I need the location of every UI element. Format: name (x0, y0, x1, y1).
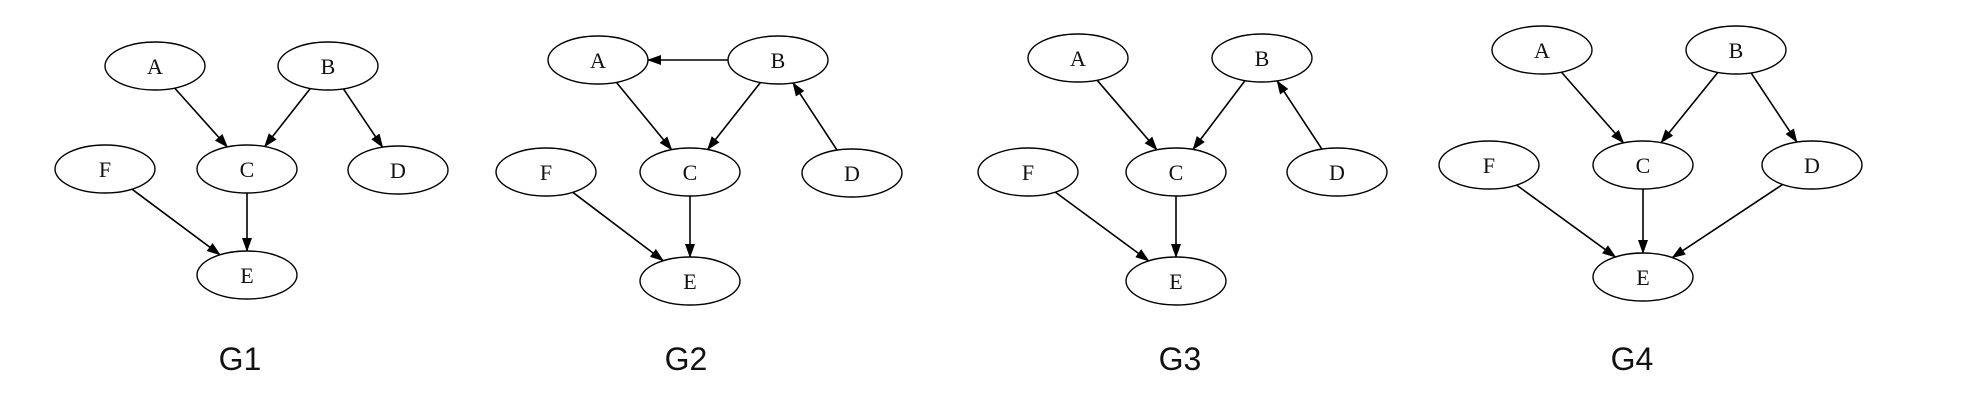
node-ellipse (1286, 147, 1388, 197)
node-ellipse (54, 144, 156, 194)
node-ellipse (347, 145, 449, 195)
node-d: D (801, 148, 903, 198)
node-b: B (277, 41, 379, 91)
node-label: A (147, 54, 163, 79)
node-ellipse (196, 250, 298, 300)
node-a: A (1027, 33, 1129, 83)
node-b: B (1211, 33, 1313, 83)
node-label: E (1636, 265, 1649, 290)
node-c: C (1592, 140, 1694, 190)
node-ellipse (1438, 140, 1540, 190)
node-label: E (1169, 269, 1182, 294)
node-label: C (240, 157, 255, 182)
node-ellipse (1027, 33, 1129, 83)
node-ellipse (977, 147, 1079, 197)
node-f: F (54, 144, 156, 194)
node-d: D (1761, 140, 1863, 190)
graph-caption: G2 (665, 341, 708, 377)
node-c: C (639, 147, 741, 197)
node-label: D (1329, 160, 1345, 185)
graph-caption: G3 (1159, 341, 1202, 377)
node-ellipse (1211, 33, 1313, 83)
node-b: B (727, 35, 829, 85)
node-ellipse (495, 147, 597, 197)
graph-g1: A B C D E F G1 (54, 41, 449, 377)
edge-a-to-c (615, 81, 673, 151)
node-label: B (321, 54, 336, 79)
node-c: C (1125, 147, 1227, 197)
node-label: C (1169, 160, 1184, 185)
node-label: A (1534, 38, 1550, 63)
node-label: D (390, 158, 406, 183)
node-label: F (1483, 153, 1495, 178)
graph-g3: A B C D E F G3 (977, 33, 1388, 377)
node-a: A (104, 41, 206, 91)
node-ellipse (639, 256, 741, 306)
node-label: F (1022, 160, 1034, 185)
node-f: F (977, 147, 1079, 197)
node-ellipse (1491, 25, 1593, 75)
edge-a-to-c (1560, 71, 1625, 144)
graph-g2: A B C D E F G2 (495, 35, 903, 377)
edge-f-to-e (1054, 191, 1150, 262)
node-e: E (639, 256, 741, 306)
edge-d-to-b (792, 82, 838, 151)
node-label: A (590, 48, 606, 73)
edge-a-to-c (174, 87, 228, 148)
edge-d-to-e (1671, 183, 1784, 259)
node-ellipse (801, 148, 903, 198)
node-ellipse (1761, 140, 1863, 190)
node-d: D (347, 145, 449, 195)
node-ellipse (196, 144, 298, 194)
graph-caption: G1 (219, 341, 262, 377)
edge-b-to-d (342, 88, 384, 149)
node-ellipse (1125, 256, 1227, 306)
node-ellipse (1685, 25, 1787, 75)
node-d: D (1286, 147, 1388, 197)
node-label: D (1804, 153, 1820, 178)
edge-b-to-d (1750, 72, 1798, 143)
node-label: B (771, 48, 786, 73)
node-ellipse (547, 35, 649, 85)
node-label: F (99, 157, 111, 182)
node-ellipse (277, 41, 379, 91)
edge-b-to-c (264, 88, 311, 148)
node-ellipse (1592, 252, 1694, 302)
node-label: C (683, 160, 698, 185)
node-ellipse (1592, 140, 1694, 190)
edge-b-to-c (706, 82, 762, 151)
node-label: E (240, 263, 253, 288)
node-ellipse (104, 41, 206, 91)
edge-f-to-e (1516, 184, 1617, 258)
edge-a-to-c (1096, 79, 1158, 151)
node-label: B (1729, 38, 1744, 63)
node-label: C (1636, 153, 1651, 178)
graphs-layer: A B C D E F G1 A B C D E F G2 A B C D E F G3 A B C D E F G4 (54, 25, 1863, 377)
edge-f-to-e (572, 191, 664, 262)
edge-b-to-c (1660, 71, 1719, 144)
edge-f-to-e (131, 188, 221, 256)
node-e: E (196, 250, 298, 300)
node-e: E (1125, 256, 1227, 306)
graph-g4: A B C D E F G4 (1438, 25, 1863, 377)
edge-b-to-c (1192, 80, 1246, 151)
node-label: D (844, 161, 860, 186)
node-ellipse (639, 147, 741, 197)
node-ellipse (727, 35, 829, 85)
node-label: B (1255, 46, 1270, 71)
node-label: A (1070, 46, 1086, 71)
edge-d-to-b (1276, 80, 1323, 150)
node-b: B (1685, 25, 1787, 75)
node-label: F (540, 160, 552, 185)
node-label: E (683, 269, 696, 294)
node-c: C (196, 144, 298, 194)
node-a: A (547, 35, 649, 85)
node-f: F (495, 147, 597, 197)
node-ellipse (1125, 147, 1227, 197)
graph-caption: G4 (1611, 341, 1654, 377)
node-a: A (1491, 25, 1593, 75)
node-e: E (1592, 252, 1694, 302)
node-f: F (1438, 140, 1540, 190)
